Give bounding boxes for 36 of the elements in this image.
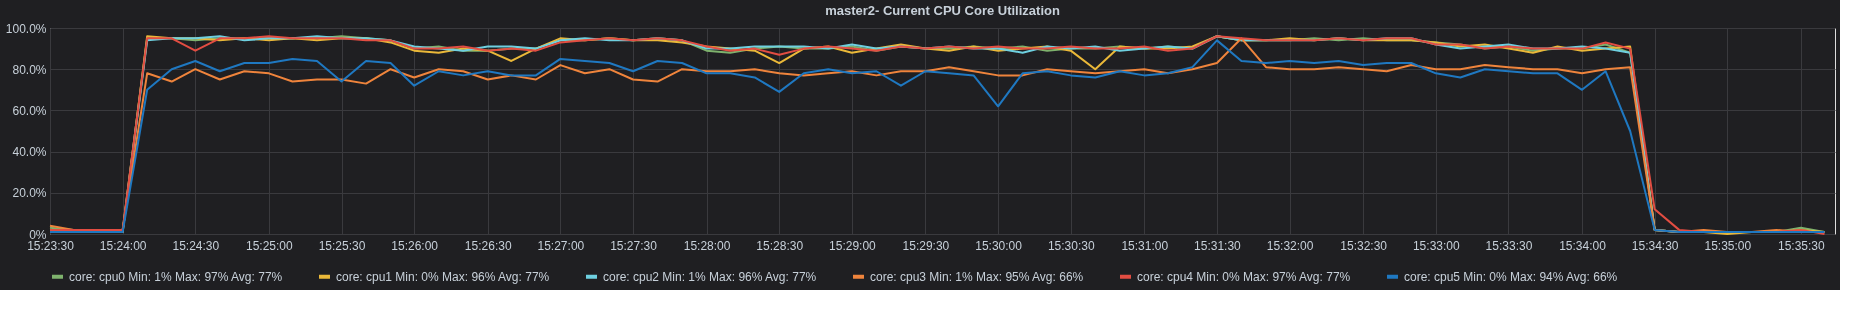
x-tick-label: 15:28:00 xyxy=(683,238,731,253)
x-tick-label: 15:24:30 xyxy=(172,238,220,253)
x-tick-label: 15:34:30 xyxy=(1631,238,1679,253)
x-tick-label: 15:24:00 xyxy=(99,238,147,253)
x-tick-label: 15:28:30 xyxy=(756,238,804,253)
x-tick-label: 15:33:30 xyxy=(1485,238,1533,253)
x-tick-label: 15:25:00 xyxy=(246,238,294,253)
x-tick-label: 15:27:00 xyxy=(537,238,585,253)
x-tick-label: 15:31:00 xyxy=(1121,238,1169,253)
x-tick-label: 15:35:00 xyxy=(1704,238,1752,253)
x-tick-label: 15:34:00 xyxy=(1559,238,1607,253)
x-tick-label: 15:32:30 xyxy=(1340,238,1388,253)
y-tick-label: 20.0% xyxy=(12,186,47,201)
x-tick-label: 15:31:30 xyxy=(1194,238,1242,253)
x-tick-label: 15:26:00 xyxy=(391,238,439,253)
legend-label: core: cpu4 Min: 0% Max: 97% Avg: 77% xyxy=(1137,269,1351,284)
chart-title: master2- Current CPU Core Utilization xyxy=(825,3,1060,18)
x-tick-label: 15:29:30 xyxy=(902,238,950,253)
legend-label: core: cpu3 Min: 1% Max: 95% Avg: 66% xyxy=(870,269,1084,284)
x-tick-label: 15:33:00 xyxy=(1412,238,1460,253)
legend-label: core: cpu2 Min: 1% Max: 96% Avg: 77% xyxy=(603,269,817,284)
legend-label: core: cpu5 Min: 0% Max: 94% Avg: 66% xyxy=(1404,269,1618,284)
y-tick-label: 40.0% xyxy=(12,145,47,160)
x-tick-label: 15:35:30 xyxy=(1778,238,1826,253)
legend-label: core: cpu0 Min: 1% Max: 97% Avg: 77% xyxy=(69,269,283,284)
x-tick-label: 15:32:00 xyxy=(1266,238,1314,253)
y-tick-label: 80.0% xyxy=(12,62,47,77)
legend-label: core: cpu1 Min: 0% Max: 96% Avg: 77% xyxy=(336,269,550,284)
x-tick-label: 15:27:30 xyxy=(610,238,658,253)
x-tick-label: 15:30:30 xyxy=(1047,238,1095,253)
y-tick-label: 100.0% xyxy=(5,21,47,36)
x-tick-label: 15:26:30 xyxy=(464,238,512,253)
x-tick-label: 15:25:30 xyxy=(318,238,366,253)
y-tick-label: 60.0% xyxy=(12,103,47,118)
x-tick-label: 15:29:00 xyxy=(829,238,877,253)
x-tick-label: 15:30:00 xyxy=(975,238,1023,253)
